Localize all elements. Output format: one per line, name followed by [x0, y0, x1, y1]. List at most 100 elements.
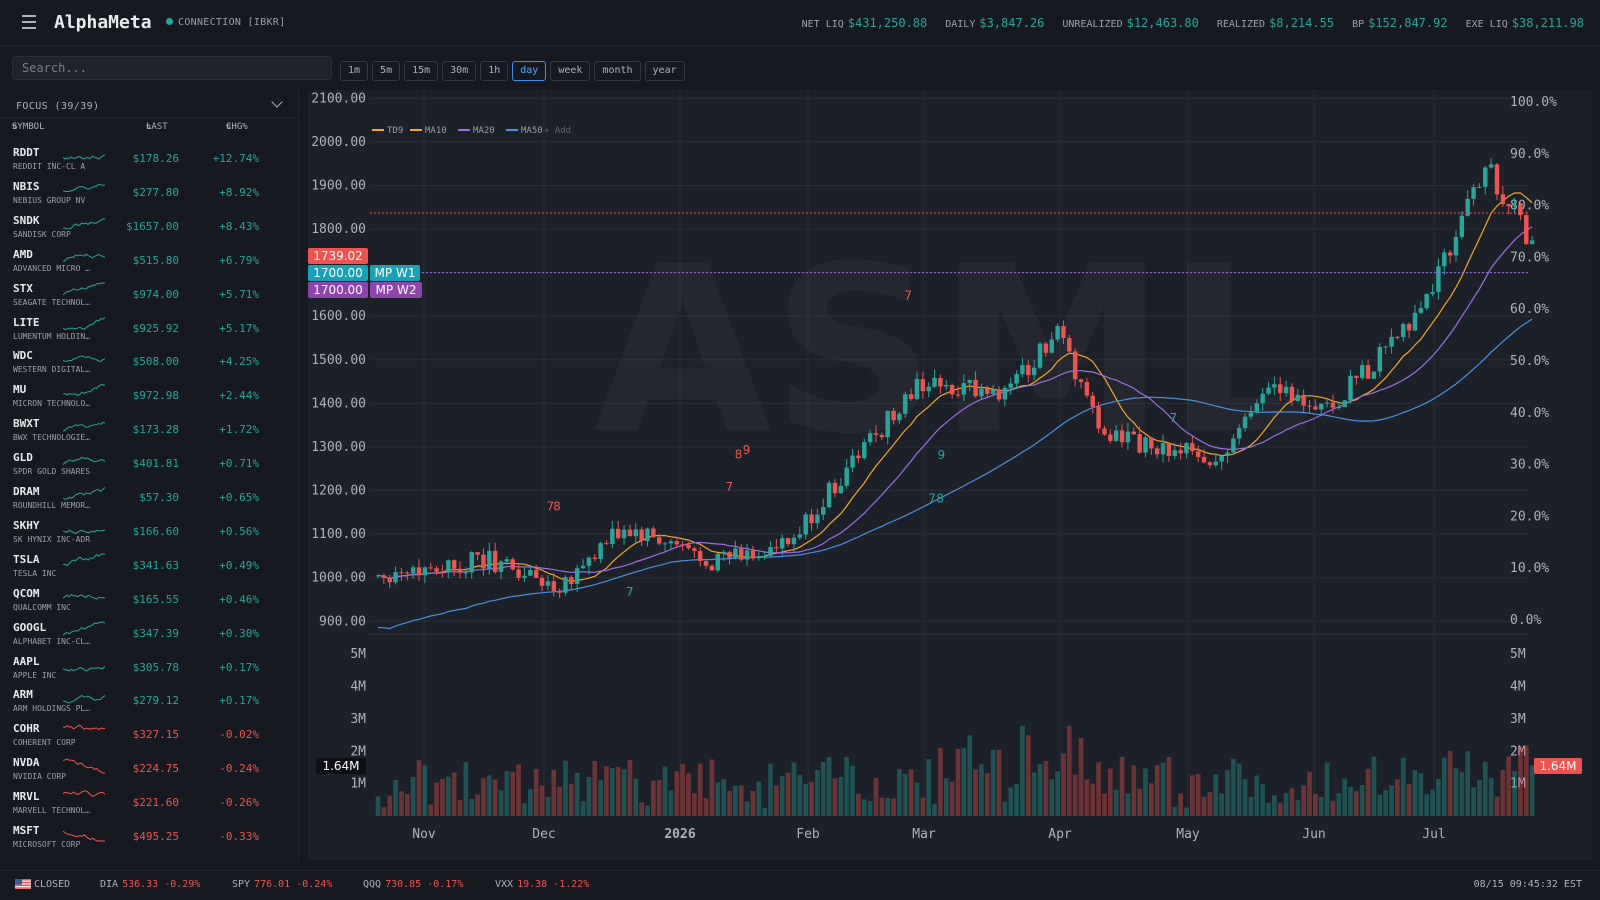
watchlist-row-qcom[interactable]: QCOM QUALCOMM INC $165.55 +0.46%: [0, 585, 298, 619]
hamburger-menu-icon[interactable]: [22, 15, 36, 29]
watchlist-row-bwxt[interactable]: BWXT BWX TECHNOLOGIE… $173.28 +1.72%: [0, 415, 298, 449]
symbol-ticker: SKHY: [13, 518, 40, 532]
volume-bar: [1324, 762, 1330, 816]
candle-body: [545, 581, 551, 586]
watchlist-row-gld[interactable]: GLD SPDR GOLD SHARES $401.81 +0.71%: [0, 449, 298, 483]
column-last[interactable]: LAST ⇅: [146, 122, 168, 132]
watchlist-row-skhy[interactable]: SKHY SK HYNIX INC-ADR $166.60 +0.56%: [0, 517, 298, 551]
index-vxx[interactable]: VXX 19.38 -1.22%: [495, 879, 589, 890]
volume-bar: [1424, 794, 1430, 816]
volume-bar: [844, 757, 850, 816]
index-dia[interactable]: DIA 536.33 -0.29%: [100, 879, 200, 890]
volume-bar: [1207, 791, 1213, 816]
volume-bar: [639, 802, 644, 816]
candle-body: [1330, 402, 1336, 408]
change-percent: +6.79%: [219, 253, 259, 267]
volume-tick-label: 2M: [350, 744, 366, 759]
volume-bar: [1289, 788, 1295, 816]
timeframe-selector: 1m 5m 15m 30m 1h day week month year: [340, 58, 689, 81]
candle-body: [973, 379, 978, 397]
timeframe-1h-button[interactable]: 1h: [480, 61, 509, 81]
symbol-ticker: AAPL: [13, 654, 40, 668]
watchlist-row-sndk[interactable]: SNDK SANDISK CORP $1657.00 +8.43%: [0, 212, 298, 246]
td9-label: 7: [626, 585, 634, 599]
watchlist-row-nbis[interactable]: NBIS NEBIUS GROUP NV $277.80 +8.92%: [0, 178, 298, 212]
watchlist-row-mu[interactable]: MU MICRON TECHNOLO… $972.98 +2.44%: [0, 381, 298, 415]
index-spy[interactable]: SPY 776.01 -0.24%: [232, 879, 332, 890]
watchlist-row-stx[interactable]: STX SEAGATE TECHNOL… $974.00 +5.71%: [0, 280, 298, 314]
volume-bar: [1477, 779, 1482, 816]
status-bar: CLOSED DIA 536.33 -0.29% SPY 776.01 -0.24% Q…: [0, 870, 1600, 900]
volume-bar: [1219, 793, 1224, 816]
symbol-name: QUALCOMM INC: [13, 602, 71, 612]
volume-bar: [1371, 756, 1377, 816]
watchlist-row-cohr[interactable]: COHR COHERENT CORP $327.15 -0.02%: [0, 720, 298, 754]
volume-tick-label-right: 2M: [1510, 744, 1526, 759]
candle-body: [762, 555, 767, 557]
td9-label: 7: [725, 480, 733, 494]
symbol-search-input[interactable]: [12, 56, 332, 80]
chevron-down-icon[interactable]: [271, 96, 283, 108]
index-qqq[interactable]: QQQ 730.85 -0.17%: [363, 879, 463, 890]
legend-add-button[interactable]: + Add: [544, 126, 571, 136]
watchlist-row-mrvl[interactable]: MRVL MARVELL TECHNOL… $221.60 -0.26%: [0, 788, 298, 822]
watchlist-row-amd[interactable]: AMD ADVANCED MICRO … $515.80 +6.79%: [0, 246, 298, 280]
candle-body: [1295, 394, 1301, 401]
volume-bar: [779, 776, 785, 816]
candle-body: [914, 379, 920, 399]
candle-body: [844, 467, 849, 486]
watchlist-row-arm[interactable]: ARM ARM HOLDINGS PL… $279.12 +0.17%: [0, 686, 298, 720]
timeframe-year-button[interactable]: year: [644, 61, 685, 81]
volume-bar: [756, 781, 762, 816]
timeframe-week-button[interactable]: week: [550, 61, 591, 81]
percent-tick-label: 100.0%: [1510, 95, 1557, 110]
watchlist-row-vmt[interactable]: VMT: [0, 856, 298, 860]
candle-body: [826, 482, 832, 508]
watchlist-row-wdc[interactable]: WDC WESTERN DIGITAL… $508.00 +4.25%: [0, 347, 298, 381]
volume-bar: [510, 771, 516, 816]
watchlist-row-tsla[interactable]: TSLA TESLA INC $341.63 +0.49%: [0, 551, 298, 585]
candle-body: [990, 389, 996, 394]
candle-body: [1289, 386, 1295, 401]
watchlist-row-dram[interactable]: DRAM ROUNDHILL MEMOR… $57.30 +0.65%: [0, 483, 298, 517]
column-symbol[interactable]: SYMBOL ⇅: [12, 122, 45, 132]
timeframe-5m-button[interactable]: 5m: [372, 61, 401, 81]
watchlist-row-aapl[interactable]: AAPL APPLE INC $305.78 +0.17%: [0, 653, 298, 687]
watchlist-row-nvda[interactable]: NVDA NVIDIA CORP $224.75 -0.24%: [0, 754, 298, 788]
candle-body: [1090, 395, 1095, 407]
volume-bar: [410, 776, 416, 816]
x-axis-label: Dec: [532, 827, 555, 842]
symbol-name: BWX TECHNOLOGIE…: [13, 433, 91, 443]
change-percent: +5.71%: [219, 287, 259, 301]
candle-body: [756, 556, 762, 559]
volume-bar: [1453, 768, 1459, 816]
timeframe-15m-button[interactable]: 15m: [404, 61, 439, 81]
candle-body: [510, 559, 515, 570]
price-tick-label: 1500.00: [311, 353, 366, 368]
candle-body: [1412, 312, 1418, 331]
candle-body: [463, 572, 469, 574]
timeframe-30m-button[interactable]: 30m: [442, 61, 477, 81]
timeframe-1m-button[interactable]: 1m: [340, 61, 369, 81]
legend-item: MA20: [473, 126, 495, 136]
timeframe-day-button[interactable]: day: [512, 61, 547, 81]
timeframe-month-button[interactable]: month: [594, 61, 641, 81]
metric-net-liq: NET LIQ $431,250.88: [802, 16, 928, 30]
volume-tick-label: 5M: [350, 647, 366, 662]
watchlist-row-msft[interactable]: MSFT MICROSOFT CORP $495.25 -0.33%: [0, 822, 298, 856]
watchlist-row-rddt[interactable]: RDDT REDDIT INC-CL A $178.26 +12.74%: [0, 144, 298, 178]
volume-bar: [715, 782, 721, 816]
candle-body: [1014, 374, 1019, 384]
volume-bar: [1459, 772, 1465, 816]
column-chg[interactable]: CHG% ⇅: [226, 122, 248, 132]
volume-bar: [1137, 788, 1142, 816]
symbol-name: ALPHABET INC-CL…: [13, 636, 91, 646]
watchlist-row-lite[interactable]: LITE LUMENTUM HOLDIN… $925.92 +5.17%: [0, 314, 298, 348]
candle-body: [569, 577, 574, 584]
price-chart[interactable]: 2100.00 2000.00 1900.00 1800.00 1700.00 1600.…: [308, 90, 1592, 860]
watchlist-header[interactable]: FOCUS (39/39): [0, 90, 298, 118]
volume-tick-label: 4M: [350, 680, 366, 695]
candle-body: [393, 572, 398, 583]
watchlist-row-googl[interactable]: GOOGL ALPHABET INC-CL… $347.39 +0.30%: [0, 619, 298, 653]
volume-bar: [1436, 778, 1441, 816]
